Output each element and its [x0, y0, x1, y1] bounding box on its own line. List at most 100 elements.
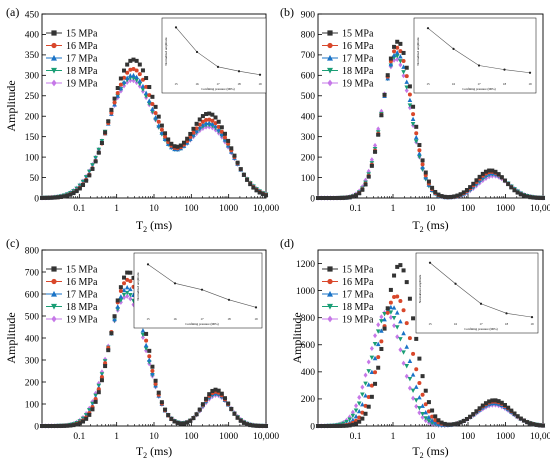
- data-point: [452, 194, 457, 199]
- data-point: [394, 325, 400, 330]
- data-point: [407, 385, 412, 391]
- data-point: [417, 356, 422, 361]
- legend-label: 17 MPa: [66, 54, 98, 65]
- data-point: [65, 193, 70, 198]
- data-point: [363, 372, 368, 378]
- data-point: [134, 68, 139, 73]
- data-point: [245, 177, 250, 182]
- data-point: [347, 417, 352, 422]
- data-point: [93, 159, 98, 164]
- data-point: [509, 408, 514, 413]
- data-point: [52, 195, 57, 200]
- data-point: [521, 418, 526, 423]
- data-point: [219, 129, 224, 134]
- data-point: [423, 402, 428, 407]
- y-tick-label: 1200: [296, 260, 315, 270]
- data-point: [373, 370, 378, 375]
- data-point: [395, 334, 400, 340]
- inset-chart: 15 16 17 18 19 Confining pressure (MPa) Normal…: [413, 17, 537, 94]
- data-point: [420, 414, 425, 420]
- data-point: [229, 406, 234, 411]
- x-tick-label: 10,000: [530, 432, 550, 442]
- data-point: [146, 357, 152, 362]
- data-point: [376, 355, 381, 360]
- data-point: [200, 402, 205, 407]
- data-point: [413, 139, 419, 144]
- data-point: [128, 296, 133, 302]
- data-point: [254, 423, 259, 428]
- data-point: [109, 107, 114, 112]
- inset-y-label: Normalized amplitude: [164, 37, 168, 66]
- data-point: [410, 121, 416, 127]
- legend-label: 16 MPa: [342, 277, 374, 288]
- data-point: [430, 408, 435, 413]
- data-point: [128, 58, 133, 63]
- inset-y-label: Normalized amplitude: [418, 274, 422, 303]
- series-3: [39, 76, 269, 201]
- x-tick-label: 10: [149, 432, 159, 442]
- inset-point: [479, 302, 483, 305]
- data-point: [112, 100, 117, 105]
- data-point: [260, 192, 265, 197]
- x-tick-label: 10,000: [530, 204, 550, 214]
- data-point: [433, 418, 438, 423]
- data-point: [159, 127, 164, 132]
- inset-y-label: Normalized amplitude: [416, 37, 420, 66]
- data-point: [115, 85, 120, 90]
- legend-marker: [51, 30, 57, 36]
- legend-marker: [327, 42, 333, 49]
- inset-x-tick-label: 17: [200, 317, 204, 321]
- data-point: [379, 113, 384, 118]
- data-point: [103, 356, 108, 362]
- data-point: [150, 94, 155, 99]
- data-point: [338, 195, 343, 200]
- x-axis-label-sub: 2: [420, 451, 424, 459]
- data-point: [426, 419, 432, 424]
- data-point: [468, 414, 473, 419]
- data-point: [188, 131, 193, 136]
- x-tick-label: 100: [461, 204, 476, 214]
- data-point: [77, 421, 82, 426]
- data-point: [411, 112, 416, 117]
- data-point: [366, 394, 371, 399]
- data-point: [373, 149, 378, 154]
- data-point: [398, 41, 403, 46]
- data-point: [319, 195, 324, 200]
- data-point: [477, 174, 482, 179]
- data-point: [369, 345, 374, 352]
- data-point: [229, 146, 234, 151]
- data-point: [316, 195, 320, 200]
- legend-marker: [327, 303, 333, 310]
- data-point: [58, 423, 63, 428]
- data-point: [131, 57, 136, 62]
- data-point: [417, 410, 422, 416]
- data-point: [420, 392, 425, 397]
- legend-label: 16 MPa: [342, 41, 374, 52]
- data-point: [118, 76, 123, 81]
- data-point: [477, 406, 482, 411]
- data-point: [143, 346, 149, 351]
- data-point: [156, 123, 162, 128]
- y-tick-label: 350: [25, 51, 40, 61]
- data-point: [264, 423, 268, 428]
- data-point: [68, 423, 73, 428]
- data-point: [87, 173, 92, 178]
- data-point: [398, 347, 403, 353]
- data-point: [382, 92, 387, 97]
- legend-marker: [51, 79, 57, 87]
- data-point: [382, 326, 387, 331]
- data-point: [137, 72, 142, 77]
- inset-point: [426, 27, 430, 30]
- data-point: [115, 93, 121, 98]
- data-point: [118, 85, 124, 91]
- data-point: [350, 413, 356, 419]
- x-tick-label: 1: [114, 432, 119, 442]
- legend-label: 19 MPa: [66, 315, 98, 326]
- x-tick-label: 1: [391, 204, 396, 214]
- data-point: [373, 333, 378, 339]
- inset-x-tick-label: 17: [479, 322, 483, 326]
- data-point: [341, 195, 346, 200]
- data-point: [379, 314, 384, 320]
- y-tick-label: 50: [30, 174, 40, 184]
